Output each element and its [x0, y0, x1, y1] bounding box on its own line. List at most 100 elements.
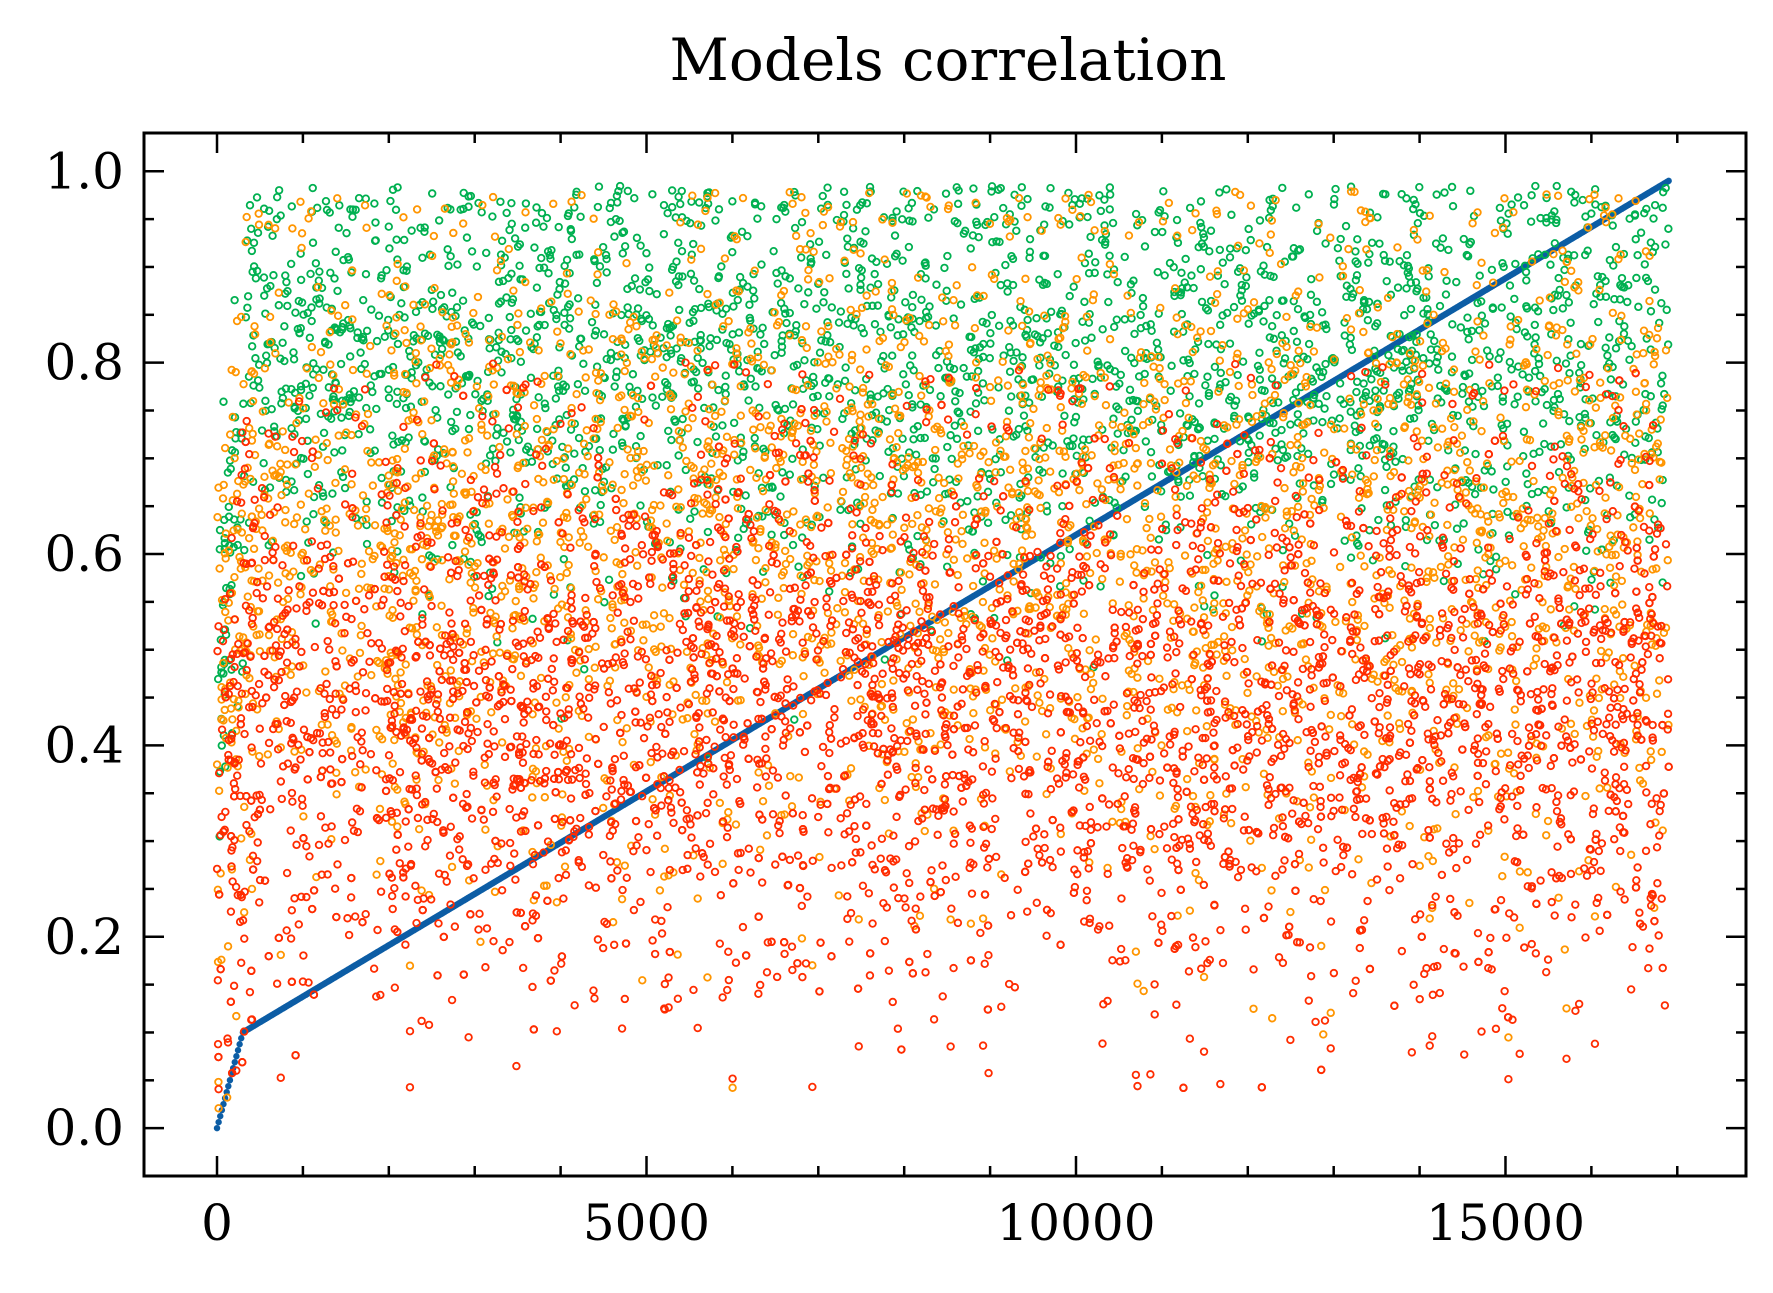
data-point [704, 594, 713, 604]
data-point [915, 316, 924, 326]
data-point [1115, 577, 1125, 586]
data-point [1346, 333, 1355, 342]
data-point [890, 231, 900, 240]
data-point [1631, 387, 1641, 396]
data-point [904, 242, 914, 252]
data-point [728, 197, 737, 206]
data-point [214, 786, 224, 796]
data-point [1218, 258, 1228, 267]
data-point [1105, 205, 1114, 214]
data-point [1497, 303, 1506, 312]
data-point [453, 260, 462, 269]
data-point [721, 382, 730, 392]
data-point [365, 425, 375, 434]
data-point [1662, 305, 1671, 315]
data-point [1272, 310, 1281, 320]
data-point [1380, 377, 1390, 386]
data-point [873, 279, 883, 289]
data-point [963, 497, 972, 506]
data-point [247, 512, 257, 521]
data-point [291, 308, 300, 317]
data-point [230, 295, 239, 305]
data-point [904, 391, 913, 400]
data-point [628, 481, 638, 490]
data-point [1317, 941, 1326, 951]
data-point [628, 370, 638, 379]
data-point [1249, 473, 1259, 482]
data-point [411, 307, 421, 317]
data-point [788, 651, 798, 660]
data-point [532, 203, 541, 212]
data-point [1133, 406, 1143, 416]
data-point [1197, 297, 1207, 307]
data-point [1634, 302, 1643, 312]
data-point [1552, 356, 1561, 366]
data-point [238, 659, 247, 668]
data-point [444, 261, 453, 271]
data-point [1382, 276, 1391, 286]
data-point [789, 507, 798, 516]
data-point [1229, 302, 1239, 312]
data-point [484, 591, 493, 601]
data-point [1650, 200, 1660, 210]
data-point [1567, 502, 1576, 511]
data-point [342, 228, 351, 238]
data-point [573, 294, 583, 303]
data-point [1215, 320, 1225, 330]
data-point [1367, 238, 1377, 247]
data-point [1499, 498, 1508, 508]
data-point [838, 487, 848, 497]
data-point [973, 426, 983, 436]
data-point [1435, 301, 1445, 311]
data-point [1665, 177, 1672, 185]
data-point [1389, 426, 1398, 436]
data-point [1473, 566, 1483, 575]
data-point [355, 648, 365, 658]
data-point [1519, 201, 1529, 210]
data-point [1025, 234, 1035, 244]
data-point [580, 386, 590, 396]
data-point [418, 493, 427, 502]
data-point [319, 399, 328, 408]
data-point [1473, 317, 1482, 326]
data-point [788, 630, 798, 639]
data-point [733, 533, 743, 542]
data-point [466, 578, 475, 587]
data-point [801, 322, 811, 331]
data-point [664, 426, 673, 436]
data-point [1305, 803, 1315, 812]
data-point [949, 314, 958, 323]
data-point [336, 359, 346, 369]
data-point [880, 795, 890, 805]
data-point [1293, 305, 1303, 314]
data-point [1003, 287, 1012, 296]
data-point [1120, 408, 1129, 417]
data-point [1562, 290, 1571, 300]
data-point [372, 404, 381, 414]
data-point [1611, 242, 1621, 252]
data-point [490, 887, 500, 897]
data-point [978, 577, 988, 586]
data-point [356, 348, 365, 357]
data-point [790, 715, 799, 724]
data-point [1632, 273, 1641, 283]
data-point [989, 546, 999, 555]
data-point [1464, 335, 1473, 344]
data-point [1617, 273, 1627, 283]
data-point [1203, 436, 1212, 445]
data-point [1489, 485, 1498, 494]
data-point [846, 764, 856, 773]
data-point [1606, 446, 1616, 455]
data-point [482, 248, 491, 258]
data-point [580, 665, 589, 674]
data-point [1122, 514, 1132, 524]
data-point [345, 352, 355, 361]
data-point [1390, 675, 1399, 685]
data-points [212, 177, 1673, 1132]
data-point [1477, 258, 1486, 267]
data-point [540, 793, 550, 802]
data-point [1371, 386, 1380, 395]
data-point [1625, 355, 1634, 364]
data-point [676, 333, 685, 342]
data-point [1246, 201, 1256, 210]
